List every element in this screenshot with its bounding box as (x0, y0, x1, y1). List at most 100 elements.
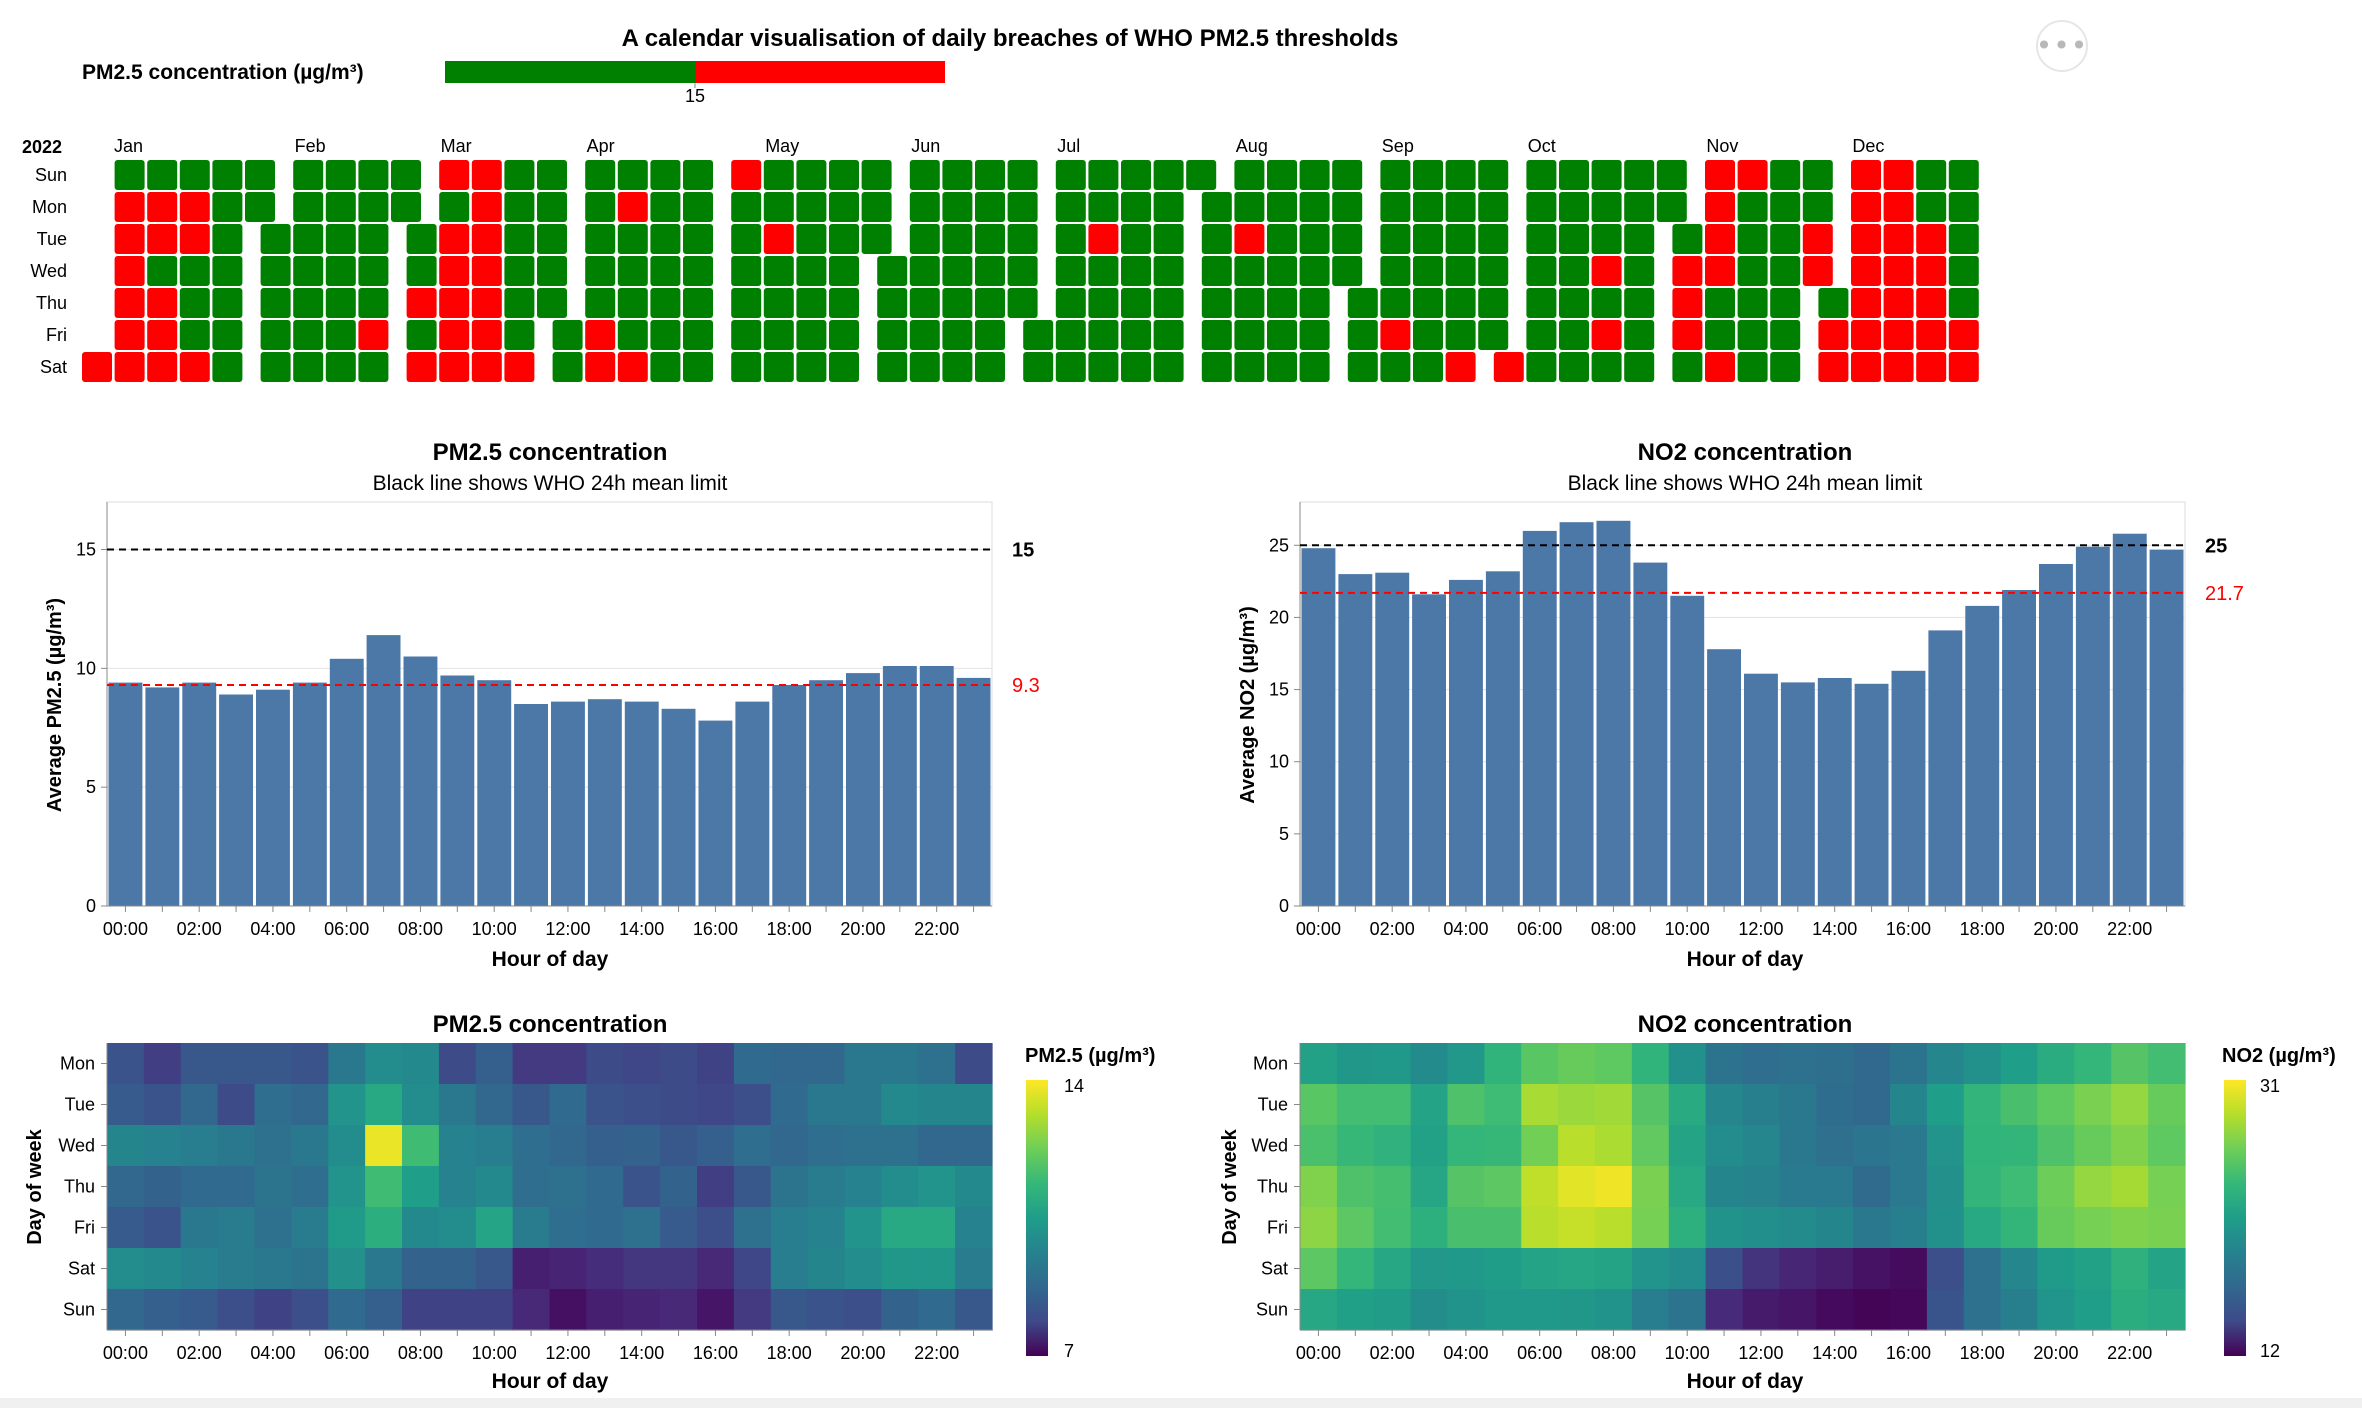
heatmap-cell (697, 1084, 735, 1126)
calendar-day-cell (1916, 352, 1947, 382)
heatmap-cell (733, 1084, 772, 1126)
calendar-day-cell (1153, 352, 1184, 382)
heatmap-cell (512, 1125, 551, 1167)
heatmap-cell (1521, 1043, 1559, 1085)
calendar-day-cell (1737, 160, 1768, 190)
heatmap-cell (2111, 1248, 2149, 1290)
heatmap-cell (1447, 1289, 1485, 1331)
heatmap-cell (107, 1207, 145, 1249)
calendar-day-cell (1121, 192, 1151, 222)
y-tick-label: 10 (1269, 752, 1289, 772)
calendar-day-cell (1234, 352, 1265, 382)
heatmap-cell (2148, 1289, 2186, 1331)
heatmap-cell (365, 1289, 403, 1331)
heatmap-cell (2148, 1207, 2186, 1249)
heatmap-cell (1705, 1166, 1744, 1208)
heatmap-cell (475, 1166, 514, 1208)
heatmap-cell (2148, 1166, 2186, 1208)
calendar-day-cell (147, 320, 178, 350)
calendar-day-cell (861, 224, 892, 254)
heatmap-cell (955, 1166, 993, 1208)
calendar-day-cell (1413, 160, 1443, 190)
heatmap-cell (1963, 1166, 2002, 1208)
calendar-day-cell (1770, 352, 1801, 382)
heatmap-cell (1779, 1125, 1817, 1167)
calendar-day-cell (1234, 224, 1265, 254)
heatmap-cell (1742, 1248, 1780, 1290)
heatmap-cell (254, 1289, 292, 1331)
calendar-day-cell (406, 256, 437, 286)
x-tick-label: 22:00 (914, 1343, 959, 1363)
heatmap-cell (1595, 1248, 1633, 1290)
heatmap-cell (1410, 1289, 1449, 1331)
calendar-month-label: Nov (1706, 136, 1738, 156)
x-tick-label: 18:00 (767, 919, 812, 939)
calendar-day-cell (358, 256, 389, 286)
calendar-day-cell (1055, 256, 1086, 286)
heatmap-cell (1631, 1248, 1670, 1290)
x-tick-label: 02:00 (1370, 919, 1415, 939)
calendar-day-cell (1493, 352, 1524, 382)
calendar-day-cell (147, 288, 178, 318)
heatmap-cell (1484, 1207, 1522, 1249)
calendar-day-cell (293, 160, 324, 190)
calendar-day-cell (763, 192, 794, 222)
heatmap-cell (881, 1125, 919, 1167)
calendar-day-cell (1526, 352, 1557, 382)
heatmap-cell (1926, 1084, 1965, 1126)
heatmap-cell (180, 1125, 219, 1167)
calendar-day-cell (585, 160, 616, 190)
heatmap-cell (549, 1207, 587, 1249)
calendar-day-cell (1526, 192, 1557, 222)
heatmap-cell (1890, 1289, 1928, 1331)
heatmap-cell (217, 1084, 256, 1126)
calendar-day-cell (731, 192, 762, 222)
calendar-day-cell (504, 224, 535, 254)
bar (514, 704, 548, 906)
heatmap-cell (1926, 1125, 1965, 1167)
heatmap-cell (623, 1043, 661, 1085)
calendar-day-cell (909, 352, 940, 382)
calendar-day-cell (1088, 224, 1119, 254)
heatmap-cell (1890, 1043, 1928, 1085)
heatmap-cell (475, 1125, 514, 1167)
x-tick-label: 06:00 (324, 1343, 369, 1363)
calendar-day-cell (325, 160, 356, 190)
no2-bar-subtitle: Black line shows WHO 24h mean limit (1568, 472, 1923, 495)
heatmap-cell (2074, 1207, 2112, 1249)
heatmap-cell (770, 1125, 809, 1167)
calendar-day-cell (1948, 224, 1979, 254)
heatmap-cell (2074, 1166, 2112, 1208)
calendar-day-cell (1559, 288, 1589, 318)
heatmap-cell (1558, 1289, 1596, 1331)
calendar-day-cell (1153, 160, 1184, 190)
y-tick-label: Sat (1261, 1259, 1288, 1279)
calendar-month-label: May (765, 136, 799, 156)
x-tick-label: 08:00 (398, 919, 443, 939)
bar (624, 701, 659, 906)
heatmap-cell (770, 1289, 809, 1331)
heatmap-cell (1742, 1084, 1780, 1126)
calendar-day-cell (1705, 288, 1735, 318)
more-options-button[interactable]: ••• (2036, 20, 2088, 72)
calendar-day-cell (1234, 256, 1265, 286)
calendar-day-cell (1916, 256, 1947, 286)
heatmap-cell (1410, 1166, 1449, 1208)
calendar-day-cell (975, 320, 1005, 350)
heatmap-cell (217, 1248, 256, 1290)
calendar-day-cell (114, 192, 145, 222)
calendar-day-cell (683, 288, 713, 318)
heatmap-cell (1816, 1166, 1854, 1208)
heatmap-cell (1410, 1125, 1449, 1167)
calendar-day-cell (1656, 192, 1687, 222)
calendar-day-cell (731, 224, 762, 254)
heatmap-cell (1373, 1248, 1412, 1290)
calendar-day-cell (439, 160, 470, 190)
heatmap-cell (549, 1125, 587, 1167)
heatmap-cell (586, 1084, 624, 1126)
heatmap-cell (1631, 1043, 1670, 1085)
calendar-day-cell (617, 352, 648, 382)
calendar-day-cell (179, 224, 210, 254)
calendar-day-cell (1624, 160, 1655, 190)
heatmap-cell (1853, 1166, 1891, 1208)
